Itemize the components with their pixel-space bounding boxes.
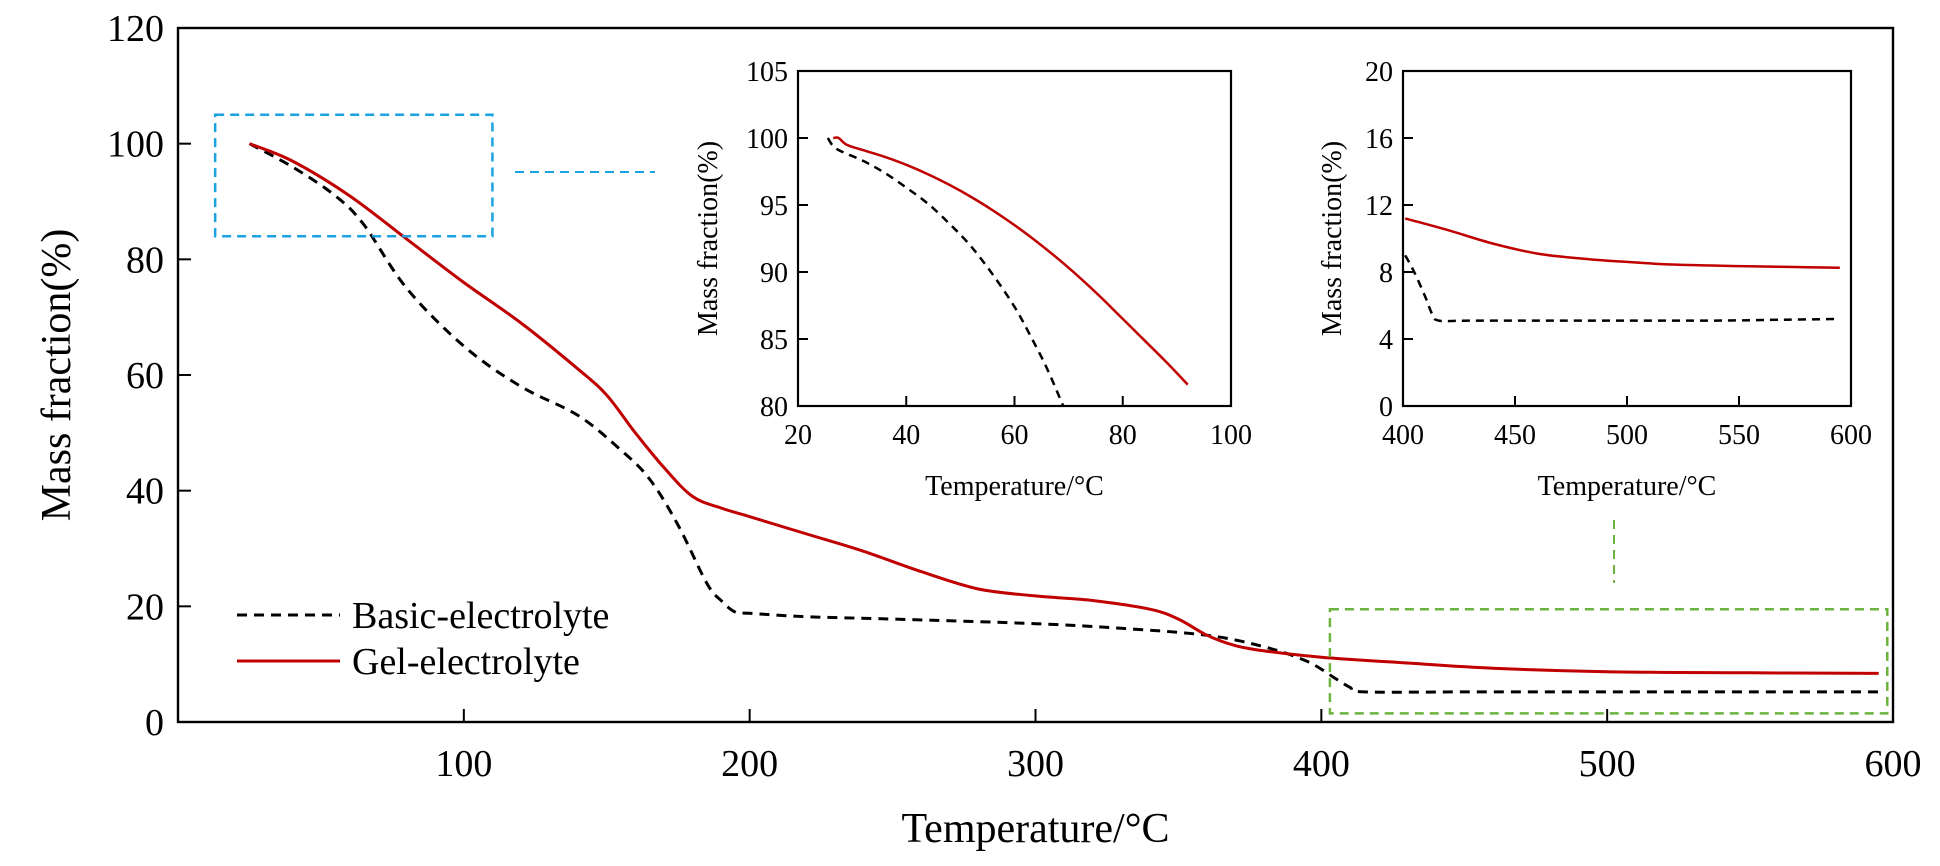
plot-frame [1401,69,1853,408]
x-axis-label: Temperature/°C [901,806,1169,852]
x-tick-label: 40 [892,420,920,451]
x-axis-label: Temperature/°C [1538,471,1717,502]
y-tick-label: 40 [126,471,164,513]
gel-electrolyteseries-line [1404,217,1840,270]
x-tick-label: 600 [1865,743,1922,785]
x-tick-label: 500 [1606,420,1648,451]
x-tick-label: 60 [1001,420,1029,451]
x-tick-label: 20 [784,420,812,451]
y-tick-label: 85 [760,325,788,356]
x-tick-label: 550 [1718,420,1760,451]
y-tick-label: 120 [107,8,164,50]
x-tick-label: 450 [1494,420,1536,451]
y-axis-label: Mass fraction(%) [1317,141,1348,336]
legend-basic-electrolyte-label: Basic-electrolyte [352,595,609,637]
x-tick-label: 600 [1830,420,1872,451]
y-tick-label: 20 [1365,57,1393,88]
y-tick-label: 4 [1379,325,1393,356]
inset-chart-right: 400 450 500 550 600 0 4 8 12 16 20 Temperature/°C Ma… [1317,57,1872,502]
y-tick-label: 16 [1365,124,1393,155]
x-tick-label: 500 [1579,743,1636,785]
y-axis-label: Mass fraction(%) [693,141,724,336]
zoom-region-box [213,113,494,238]
x-tick-label: 100 [1210,420,1252,451]
y-tick-label: 95 [760,191,788,222]
gel-electrolyteseries-line [833,136,1189,386]
y-tick-label: 0 [1379,392,1393,423]
y-tick-label: 0 [145,702,164,744]
y-tick-label: 8 [1379,258,1393,289]
main-chart: 100 200 300 400 500 600020406080100120Tempera… [34,8,1922,852]
x-axis-label: Temperature/°C [925,471,1104,502]
x-tick-label: 200 [721,743,778,785]
y-tick-label: 80 [760,392,788,423]
gel-electrolyteseries-line [248,142,1879,675]
x-tick-label: 400 [1293,743,1350,785]
legend: Basic-electrolyte Gel-electrolyte [237,595,609,683]
y-tick-label: 105 [746,57,788,88]
x-tick-label: 100 [435,743,492,785]
y-tick-label: 20 [126,586,164,628]
basic-electrolyteseries-line [1404,254,1840,323]
y-tick-label: 60 [126,355,164,397]
y-tick-label: 12 [1365,191,1393,222]
plot-frame [796,69,1233,408]
y-axis-label: Mass fraction(%) [34,229,80,522]
x-tick-label: 80 [1109,420,1137,451]
inset-chart-left: 20 40 60 80 100 80 85 90 95 100 105 Temperature/°C M… [693,57,1252,502]
basic-electrolyteseries-line [826,137,1065,406]
y-tick-label: 100 [746,124,788,155]
y-tick-label: 80 [126,239,164,281]
y-tick-label: 90 [760,258,788,289]
x-tick-label: 300 [1007,743,1064,785]
basic-electrolyteseries-line [248,142,1879,694]
x-tick-label: 400 [1382,420,1424,451]
zoom-region-box [1328,607,1889,715]
zoom-markers [213,113,1889,715]
legend-gel-electrolyte-label: Gel-electrolyte [352,641,580,683]
y-tick-label: 100 [107,124,164,166]
